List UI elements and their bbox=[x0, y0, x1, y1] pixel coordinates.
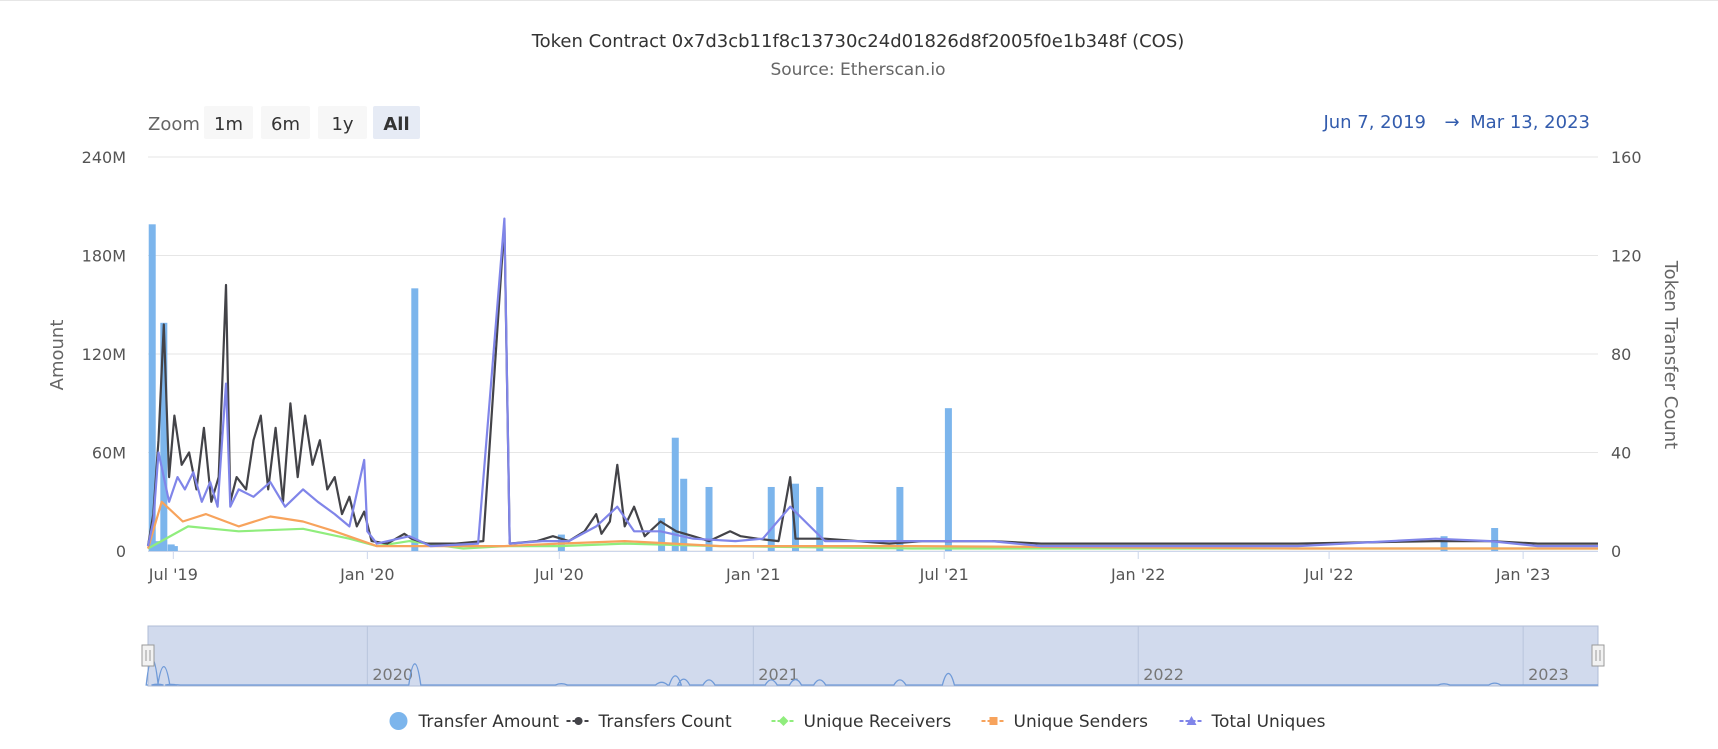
x-axis-ticks: Jul '19 Jan '20 Jul '20 Jan '21 Jul '21 Jan '… bbox=[148, 551, 1551, 584]
transfer-amount-bar bbox=[153, 541, 161, 551]
x-tick-label: Jan '21 bbox=[725, 565, 781, 584]
legend-item[interactable]: Total Uniques bbox=[1179, 712, 1326, 732]
navigator-label: 2021 bbox=[758, 665, 799, 684]
legend-item[interactable]: Unique Receivers bbox=[771, 712, 952, 732]
unique-receivers-line bbox=[147, 525, 1598, 550]
x-tick-label: Jan '20 bbox=[339, 565, 395, 584]
x-tick-label: Jul '21 bbox=[919, 565, 969, 584]
y-left-tick-label: 120M bbox=[82, 345, 126, 364]
y-left-tick-label: 240M bbox=[82, 148, 126, 167]
navigator-label: 2022 bbox=[1143, 665, 1184, 684]
transfer-amount-bar bbox=[1440, 536, 1448, 551]
legend-label: Total Uniques bbox=[1211, 712, 1326, 732]
legend-marker-icon bbox=[574, 717, 583, 725]
zoom-button-6m[interactable]: 6m bbox=[261, 106, 310, 139]
transfer-amount-bars bbox=[148, 224, 1499, 551]
x-tick-label: Jan '23 bbox=[1495, 565, 1551, 584]
range-arrow: → bbox=[1444, 112, 1459, 133]
zoom-button-1y[interactable]: 1y bbox=[318, 106, 367, 139]
transfer-amount-bar bbox=[160, 322, 168, 551]
y-axis-left-ticks: 0 60M 120M 180M 240M bbox=[82, 148, 126, 561]
zoom-label: Zoom bbox=[148, 114, 200, 135]
legend-marker-icon bbox=[778, 716, 789, 726]
transfer-amount-bar bbox=[680, 478, 688, 551]
navigator[interactable]: 2020 2021 2022 2023 bbox=[141, 625, 1605, 687]
y-left-tick-label: 180M bbox=[82, 247, 126, 266]
transfer-amount-bar bbox=[1491, 528, 1499, 551]
legend-item[interactable]: Transfers Count bbox=[566, 712, 732, 732]
zoom-button-1m-label: 1m bbox=[214, 114, 243, 135]
range-to[interactable]: Mar 13, 2023 bbox=[1470, 112, 1590, 133]
chart-title: Token Contract 0x7d3cb11f8c13730c24d0182… bbox=[531, 31, 1185, 52]
legend-marker-icon bbox=[1186, 716, 1197, 725]
transfer-amount-bar bbox=[170, 546, 178, 551]
y-left-tick-label: 60M bbox=[92, 444, 126, 463]
y-right-tick-label: 40 bbox=[1611, 444, 1631, 463]
legend-item[interactable]: Transfer Amount bbox=[389, 712, 560, 732]
y-left-tick-label: 0 bbox=[116, 542, 126, 561]
legend-label: Unique Receivers bbox=[804, 712, 952, 732]
unique-senders-line bbox=[146, 500, 1598, 550]
zoom-button-all[interactable]: All bbox=[373, 106, 420, 139]
zoom-button-1m[interactable]: 1m bbox=[204, 106, 253, 139]
navigator-background bbox=[147, 625, 1599, 687]
legend-marker-icon bbox=[989, 717, 998, 725]
navigator-label: 2020 bbox=[372, 665, 413, 684]
range-from[interactable]: Jun 7, 2019 bbox=[1322, 112, 1426, 133]
legend-label: Transfer Amount bbox=[418, 712, 560, 732]
chart-subtitle: Source: Etherscan.io bbox=[770, 60, 945, 80]
legend: Transfer Amount Transfers Count Unique Rec… bbox=[389, 712, 1326, 732]
x-tick-label: Jul '20 bbox=[534, 565, 584, 584]
transfer-amount-bar bbox=[944, 408, 952, 551]
legend-circle-icon bbox=[389, 712, 408, 730]
x-tick-label: Jul '19 bbox=[148, 565, 198, 584]
transfer-amount-bar bbox=[896, 486, 904, 551]
navigator-handle-left[interactable] bbox=[141, 644, 155, 667]
navigator-grid: 2020 2021 2022 2023 bbox=[366, 626, 1569, 686]
y-axis-right-title: Token Transfer Count bbox=[1660, 260, 1681, 450]
y-axis-right-ticks: 0 40 80 120 160 bbox=[1611, 148, 1642, 561]
grid-lines bbox=[148, 156, 1598, 552]
navigator-label: 2023 bbox=[1528, 665, 1569, 684]
total-uniques-line bbox=[146, 217, 1598, 548]
y-right-tick-label: 120 bbox=[1611, 247, 1642, 266]
transfer-amount-bar bbox=[671, 437, 679, 551]
zoom-button-all-label: All bbox=[383, 114, 409, 135]
navigator-series-line bbox=[145, 658, 1598, 686]
y-right-tick-label: 80 bbox=[1611, 345, 1631, 364]
legend-label: Transfers Count bbox=[598, 712, 732, 732]
transfer-amount-bar bbox=[658, 518, 666, 551]
x-tick-label: Jan '22 bbox=[1110, 565, 1166, 584]
transfer-amount-bar bbox=[705, 486, 713, 551]
transfer-amount-bar bbox=[816, 486, 824, 551]
navigator-handle-right[interactable] bbox=[1591, 644, 1605, 667]
transfer-amount-bar bbox=[767, 486, 775, 551]
series-lines bbox=[146, 217, 1598, 550]
x-tick-label: Jul '22 bbox=[1304, 565, 1354, 584]
legend-label: Unique Senders bbox=[1014, 712, 1149, 732]
legend-item[interactable]: Unique Senders bbox=[981, 712, 1149, 732]
y-axis-left-title: Amount bbox=[47, 320, 68, 391]
top-border bbox=[0, 0, 1718, 1]
zoom-button-6m-label: 6m bbox=[271, 114, 300, 135]
transfer-amount-bar bbox=[411, 288, 419, 551]
zoom-button-1y-label: 1y bbox=[331, 114, 353, 135]
transfer-amount-bar bbox=[148, 224, 156, 551]
y-right-tick-label: 160 bbox=[1611, 148, 1642, 167]
y-right-tick-label: 0 bbox=[1611, 542, 1621, 561]
transfer-amount-bar bbox=[791, 483, 799, 551]
